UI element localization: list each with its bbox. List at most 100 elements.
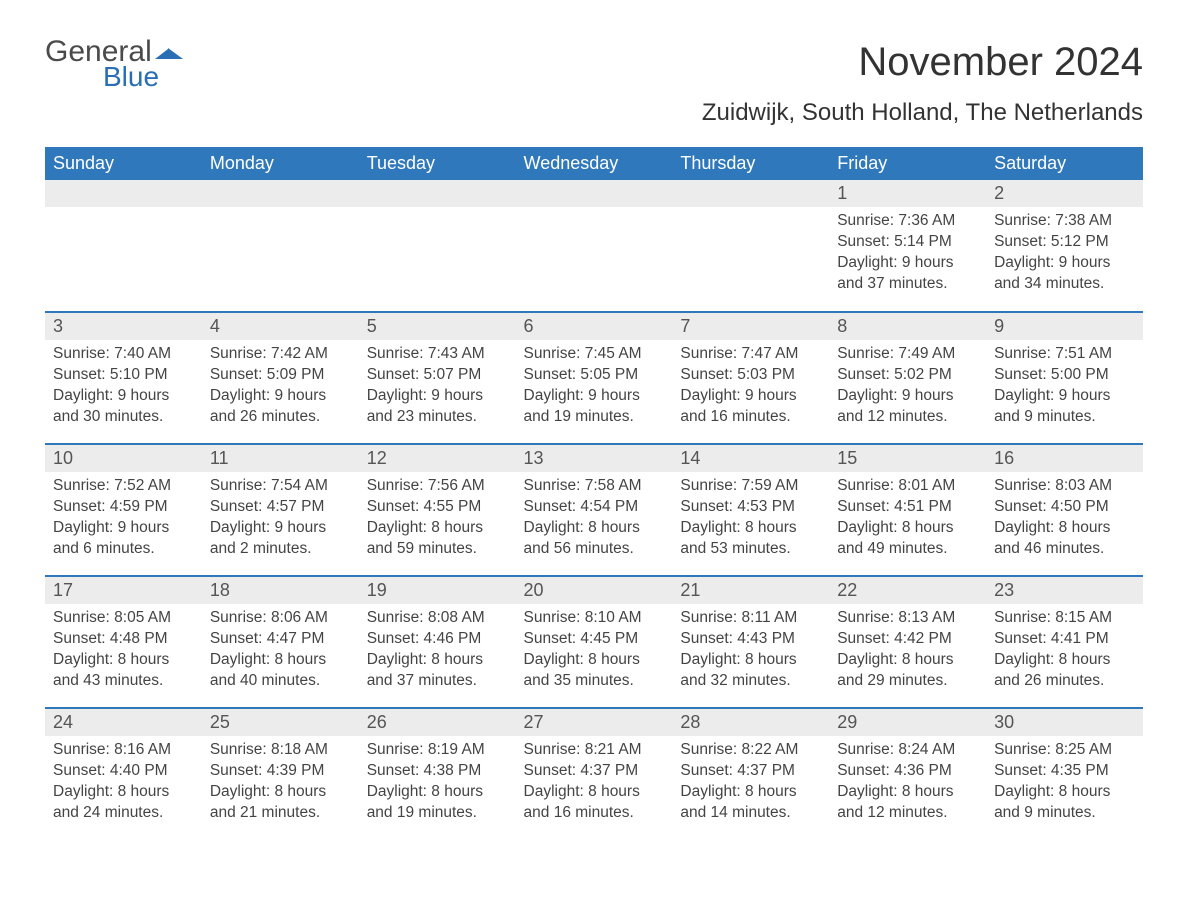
day-details: Sunrise: 8:22 AMSunset: 4:37 PMDaylight:… bbox=[672, 736, 829, 830]
calendar-cell: 10Sunrise: 7:52 AMSunset: 4:59 PMDayligh… bbox=[45, 444, 202, 576]
calendar-cell: 16Sunrise: 8:03 AMSunset: 4:50 PMDayligh… bbox=[986, 444, 1143, 576]
daylight-line: Daylight: 8 hours and 46 minutes. bbox=[994, 518, 1135, 560]
day-number: 18 bbox=[202, 577, 359, 604]
calendar-cell: 20Sunrise: 8:10 AMSunset: 4:45 PMDayligh… bbox=[516, 576, 673, 708]
sunset-line: Sunset: 4:41 PM bbox=[994, 629, 1135, 650]
sunset-line: Sunset: 5:07 PM bbox=[367, 365, 508, 386]
calendar-cell: 27Sunrise: 8:21 AMSunset: 4:37 PMDayligh… bbox=[516, 708, 673, 840]
daylight-line: Daylight: 8 hours and 9 minutes. bbox=[994, 782, 1135, 824]
day-number: 8 bbox=[829, 313, 986, 340]
calendar-cell: 26Sunrise: 8:19 AMSunset: 4:38 PMDayligh… bbox=[359, 708, 516, 840]
day-number: 13 bbox=[516, 445, 673, 472]
daylight-line: Daylight: 9 hours and 12 minutes. bbox=[837, 386, 978, 428]
calendar-cell: 25Sunrise: 8:18 AMSunset: 4:39 PMDayligh… bbox=[202, 708, 359, 840]
day-details: Sunrise: 7:36 AMSunset: 5:14 PMDaylight:… bbox=[829, 207, 986, 301]
sunrise-line: Sunrise: 8:10 AM bbox=[524, 608, 665, 629]
calendar-cell: 18Sunrise: 8:06 AMSunset: 4:47 PMDayligh… bbox=[202, 576, 359, 708]
day-number: 30 bbox=[986, 709, 1143, 736]
sunset-line: Sunset: 4:40 PM bbox=[53, 761, 194, 782]
daylight-line: Daylight: 8 hours and 53 minutes. bbox=[680, 518, 821, 560]
daylight-line: Daylight: 8 hours and 59 minutes. bbox=[367, 518, 508, 560]
daylight-line: Daylight: 8 hours and 35 minutes. bbox=[524, 650, 665, 692]
sunrise-line: Sunrise: 8:15 AM bbox=[994, 608, 1135, 629]
sunset-line: Sunset: 4:51 PM bbox=[837, 497, 978, 518]
sunrise-line: Sunrise: 7:59 AM bbox=[680, 476, 821, 497]
calendar-cell: 13Sunrise: 7:58 AMSunset: 4:54 PMDayligh… bbox=[516, 444, 673, 576]
sunset-line: Sunset: 4:53 PM bbox=[680, 497, 821, 518]
sunset-line: Sunset: 5:03 PM bbox=[680, 365, 821, 386]
sunrise-line: Sunrise: 8:19 AM bbox=[367, 740, 508, 761]
day-number: 22 bbox=[829, 577, 986, 604]
day-details: Sunrise: 8:19 AMSunset: 4:38 PMDaylight:… bbox=[359, 736, 516, 830]
calendar-cell: 9Sunrise: 7:51 AMSunset: 5:00 PMDaylight… bbox=[986, 312, 1143, 444]
day-details: Sunrise: 7:45 AMSunset: 5:05 PMDaylight:… bbox=[516, 340, 673, 434]
daylight-line: Daylight: 9 hours and 34 minutes. bbox=[994, 253, 1135, 295]
daylight-line: Daylight: 8 hours and 40 minutes. bbox=[210, 650, 351, 692]
day-details: Sunrise: 8:11 AMSunset: 4:43 PMDaylight:… bbox=[672, 604, 829, 698]
day-number: 17 bbox=[45, 577, 202, 604]
sunset-line: Sunset: 4:36 PM bbox=[837, 761, 978, 782]
day-details: Sunrise: 8:05 AMSunset: 4:48 PMDaylight:… bbox=[45, 604, 202, 698]
sunset-line: Sunset: 4:59 PM bbox=[53, 497, 194, 518]
sunrise-line: Sunrise: 7:56 AM bbox=[367, 476, 508, 497]
calendar-cell: 4Sunrise: 7:42 AMSunset: 5:09 PMDaylight… bbox=[202, 312, 359, 444]
calendar-cell: 22Sunrise: 8:13 AMSunset: 4:42 PMDayligh… bbox=[829, 576, 986, 708]
empty-daynum bbox=[45, 180, 202, 207]
sunrise-line: Sunrise: 7:49 AM bbox=[837, 344, 978, 365]
day-number: 12 bbox=[359, 445, 516, 472]
day-details: Sunrise: 7:59 AMSunset: 4:53 PMDaylight:… bbox=[672, 472, 829, 566]
daylight-line: Daylight: 8 hours and 21 minutes. bbox=[210, 782, 351, 824]
sunset-line: Sunset: 5:00 PM bbox=[994, 365, 1135, 386]
sunset-line: Sunset: 5:10 PM bbox=[53, 365, 194, 386]
day-number: 20 bbox=[516, 577, 673, 604]
day-number: 5 bbox=[359, 313, 516, 340]
sunset-line: Sunset: 4:55 PM bbox=[367, 497, 508, 518]
daylight-line: Daylight: 8 hours and 43 minutes. bbox=[53, 650, 194, 692]
daylight-line: Daylight: 9 hours and 26 minutes. bbox=[210, 386, 351, 428]
sunrise-line: Sunrise: 7:45 AM bbox=[524, 344, 665, 365]
daylight-line: Daylight: 9 hours and 2 minutes. bbox=[210, 518, 351, 560]
sunrise-line: Sunrise: 8:22 AM bbox=[680, 740, 821, 761]
day-details: Sunrise: 8:08 AMSunset: 4:46 PMDaylight:… bbox=[359, 604, 516, 698]
calendar-cell: 7Sunrise: 7:47 AMSunset: 5:03 PMDaylight… bbox=[672, 312, 829, 444]
daylight-line: Daylight: 8 hours and 16 minutes. bbox=[524, 782, 665, 824]
daylight-line: Daylight: 9 hours and 37 minutes. bbox=[837, 253, 978, 295]
sunset-line: Sunset: 4:35 PM bbox=[994, 761, 1135, 782]
daylight-line: Daylight: 9 hours and 16 minutes. bbox=[680, 386, 821, 428]
calendar-cell: 19Sunrise: 8:08 AMSunset: 4:46 PMDayligh… bbox=[359, 576, 516, 708]
sunset-line: Sunset: 4:37 PM bbox=[680, 761, 821, 782]
calendar-body: 1Sunrise: 7:36 AMSunset: 5:14 PMDaylight… bbox=[45, 180, 1143, 840]
sunrise-line: Sunrise: 8:24 AM bbox=[837, 740, 978, 761]
day-number: 23 bbox=[986, 577, 1143, 604]
calendar-cell bbox=[672, 180, 829, 312]
day-number: 11 bbox=[202, 445, 359, 472]
day-details: Sunrise: 7:47 AMSunset: 5:03 PMDaylight:… bbox=[672, 340, 829, 434]
day-details: Sunrise: 7:38 AMSunset: 5:12 PMDaylight:… bbox=[986, 207, 1143, 301]
day-number: 9 bbox=[986, 313, 1143, 340]
weekday-header-row: Sunday Monday Tuesday Wednesday Thursday… bbox=[45, 147, 1143, 180]
calendar-cell: 6Sunrise: 7:45 AMSunset: 5:05 PMDaylight… bbox=[516, 312, 673, 444]
day-details: Sunrise: 8:15 AMSunset: 4:41 PMDaylight:… bbox=[986, 604, 1143, 698]
day-details: Sunrise: 8:13 AMSunset: 4:42 PMDaylight:… bbox=[829, 604, 986, 698]
sunset-line: Sunset: 5:02 PM bbox=[837, 365, 978, 386]
sunset-line: Sunset: 4:42 PM bbox=[837, 629, 978, 650]
day-details: Sunrise: 7:51 AMSunset: 5:00 PMDaylight:… bbox=[986, 340, 1143, 434]
sunrise-line: Sunrise: 7:36 AM bbox=[837, 211, 978, 232]
sunrise-line: Sunrise: 7:58 AM bbox=[524, 476, 665, 497]
day-number: 25 bbox=[202, 709, 359, 736]
weekday-header: Friday bbox=[829, 147, 986, 180]
sunrise-line: Sunrise: 8:08 AM bbox=[367, 608, 508, 629]
empty-daynum bbox=[672, 180, 829, 207]
daylight-line: Daylight: 8 hours and 32 minutes. bbox=[680, 650, 821, 692]
sunset-line: Sunset: 5:12 PM bbox=[994, 232, 1135, 253]
calendar-cell: 23Sunrise: 8:15 AMSunset: 4:41 PMDayligh… bbox=[986, 576, 1143, 708]
sunset-line: Sunset: 5:05 PM bbox=[524, 365, 665, 386]
calendar-cell: 15Sunrise: 8:01 AMSunset: 4:51 PMDayligh… bbox=[829, 444, 986, 576]
daylight-line: Daylight: 8 hours and 37 minutes. bbox=[367, 650, 508, 692]
sunset-line: Sunset: 4:43 PM bbox=[680, 629, 821, 650]
sunrise-line: Sunrise: 7:38 AM bbox=[994, 211, 1135, 232]
calendar-cell bbox=[359, 180, 516, 312]
sunset-line: Sunset: 4:39 PM bbox=[210, 761, 351, 782]
day-number: 15 bbox=[829, 445, 986, 472]
calendar-row: 10Sunrise: 7:52 AMSunset: 4:59 PMDayligh… bbox=[45, 444, 1143, 576]
